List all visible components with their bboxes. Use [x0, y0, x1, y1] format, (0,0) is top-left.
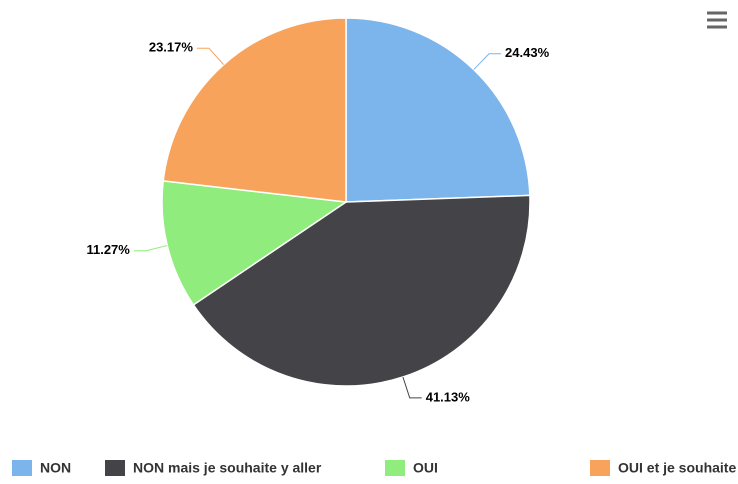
legend-swatch [12, 460, 32, 476]
data-label: 11.27% [86, 242, 130, 257]
data-label: 24.43% [505, 45, 550, 60]
legend-label: OUI et je souhaite y retourner [618, 460, 738, 476]
legend-swatch [105, 460, 125, 476]
legend-label: NON [40, 460, 71, 476]
connector [402, 376, 422, 399]
legend-swatch [590, 460, 610, 476]
pie-slice [162, 17, 347, 203]
connector [473, 53, 502, 70]
pie-slice [345, 17, 531, 203]
pie-slice [192, 194, 531, 387]
legend-label: OUI [413, 460, 438, 476]
legend-label: NON mais je souhaite y aller [133, 460, 322, 476]
menu-button[interactable] [704, 8, 730, 34]
connector [196, 47, 224, 65]
connector [133, 245, 168, 252]
legend-swatch [385, 460, 405, 476]
data-label: 23.17% [149, 40, 194, 55]
data-label: 41.13% [426, 389, 471, 404]
